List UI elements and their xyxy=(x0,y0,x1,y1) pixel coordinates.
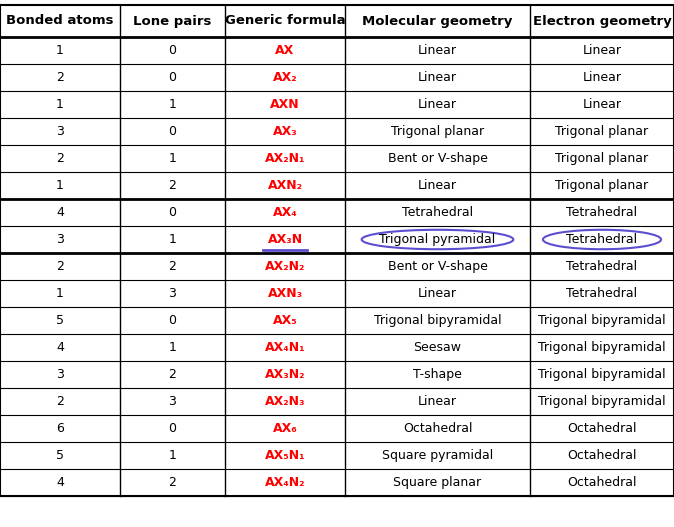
Text: Linear: Linear xyxy=(418,179,457,192)
Text: Bent or V-shape: Bent or V-shape xyxy=(388,152,487,165)
Text: AX₄N₁: AX₄N₁ xyxy=(265,341,305,354)
Text: Linear: Linear xyxy=(582,98,621,111)
Text: AX₆: AX₆ xyxy=(272,422,297,435)
Text: 4: 4 xyxy=(56,341,64,354)
Text: 0: 0 xyxy=(168,422,177,435)
Text: 1: 1 xyxy=(56,287,64,300)
Text: 1: 1 xyxy=(168,449,177,462)
Text: 3: 3 xyxy=(56,368,64,381)
Text: T-shape: T-shape xyxy=(413,368,462,381)
Text: AX₂N₃: AX₂N₃ xyxy=(265,395,305,408)
Text: Trigonal bipyramidal: Trigonal bipyramidal xyxy=(538,368,666,381)
Text: AX₅N₁: AX₅N₁ xyxy=(265,449,305,462)
Text: Tetrahedral: Tetrahedral xyxy=(566,260,638,273)
Text: Trigonal planar: Trigonal planar xyxy=(391,125,484,138)
Text: Tetrahedral: Tetrahedral xyxy=(566,206,638,219)
Text: 1: 1 xyxy=(56,179,64,192)
Text: 2: 2 xyxy=(168,368,177,381)
Text: Lone pairs: Lone pairs xyxy=(133,15,212,27)
Text: AX: AX xyxy=(276,44,295,57)
Text: Octahedral: Octahedral xyxy=(403,422,472,435)
Text: Trigonal bipyramidal: Trigonal bipyramidal xyxy=(538,395,666,408)
Text: 2: 2 xyxy=(168,179,177,192)
Text: 0: 0 xyxy=(168,314,177,327)
Text: Linear: Linear xyxy=(582,71,621,84)
Text: 2: 2 xyxy=(56,71,64,84)
Text: AX₃N: AX₃N xyxy=(268,233,303,246)
Text: Linear: Linear xyxy=(418,395,457,408)
Text: 1: 1 xyxy=(56,44,64,57)
Text: AX₂N₁: AX₂N₁ xyxy=(265,152,305,165)
Text: Linear: Linear xyxy=(418,287,457,300)
Text: Bent or V-shape: Bent or V-shape xyxy=(388,260,487,273)
Text: 0: 0 xyxy=(168,125,177,138)
Text: AX₅: AX₅ xyxy=(272,314,297,327)
Text: 3: 3 xyxy=(56,233,64,246)
Text: 4: 4 xyxy=(56,476,64,489)
Text: 4: 4 xyxy=(56,206,64,219)
Text: 1: 1 xyxy=(56,98,64,111)
Text: Linear: Linear xyxy=(418,71,457,84)
Text: Trigonal pyramidal: Trigonal pyramidal xyxy=(379,233,495,246)
Text: Linear: Linear xyxy=(418,98,457,111)
Text: 2: 2 xyxy=(56,395,64,408)
Text: 6: 6 xyxy=(56,422,64,435)
Text: 1: 1 xyxy=(168,341,177,354)
Text: Tetrahedral: Tetrahedral xyxy=(566,233,638,246)
Text: 0: 0 xyxy=(168,71,177,84)
Text: Linear: Linear xyxy=(418,44,457,57)
Text: Seesaw: Seesaw xyxy=(414,341,462,354)
Text: 2: 2 xyxy=(56,152,64,165)
Text: Linear: Linear xyxy=(582,44,621,57)
Text: Square pyramidal: Square pyramidal xyxy=(382,449,493,462)
Text: AX₂: AX₂ xyxy=(273,71,297,84)
Text: Octahedral: Octahedral xyxy=(568,449,637,462)
Text: Bonded atoms: Bonded atoms xyxy=(6,15,114,27)
Text: Octahedral: Octahedral xyxy=(568,476,637,489)
Text: AX₃: AX₃ xyxy=(272,125,297,138)
Text: 2: 2 xyxy=(168,476,177,489)
Text: Trigonal planar: Trigonal planar xyxy=(555,179,648,192)
Text: Trigonal bipyramidal: Trigonal bipyramidal xyxy=(373,314,501,327)
Text: Generic formula: Generic formula xyxy=(224,15,345,27)
Text: 1: 1 xyxy=(168,152,177,165)
Text: Tetrahedral: Tetrahedral xyxy=(566,287,638,300)
Text: AXN: AXN xyxy=(270,98,300,111)
Text: AXN₂: AXN₂ xyxy=(268,179,303,192)
Text: Trigonal planar: Trigonal planar xyxy=(555,125,648,138)
Text: Trigonal bipyramidal: Trigonal bipyramidal xyxy=(538,314,666,327)
Text: 5: 5 xyxy=(56,314,64,327)
Text: 0: 0 xyxy=(168,44,177,57)
Text: Tetrahedral: Tetrahedral xyxy=(402,206,473,219)
Text: Electron geometry: Electron geometry xyxy=(532,15,671,27)
Text: Square planar: Square planar xyxy=(394,476,481,489)
Text: AX₃N₂: AX₃N₂ xyxy=(265,368,305,381)
Text: Trigonal planar: Trigonal planar xyxy=(555,152,648,165)
Text: 2: 2 xyxy=(56,260,64,273)
Text: AX₄: AX₄ xyxy=(272,206,297,219)
Text: 1: 1 xyxy=(168,233,177,246)
Text: 3: 3 xyxy=(56,125,64,138)
Text: 5: 5 xyxy=(56,449,64,462)
Text: AXN₃: AXN₃ xyxy=(268,287,303,300)
Text: 1: 1 xyxy=(168,98,177,111)
Text: AX₄N₂: AX₄N₂ xyxy=(265,476,305,489)
Text: Octahedral: Octahedral xyxy=(568,422,637,435)
Text: AX₂N₂: AX₂N₂ xyxy=(265,260,305,273)
Text: Trigonal bipyramidal: Trigonal bipyramidal xyxy=(538,341,666,354)
Text: 3: 3 xyxy=(168,287,177,300)
Text: 0: 0 xyxy=(168,206,177,219)
Text: 3: 3 xyxy=(168,395,177,408)
Text: 2: 2 xyxy=(168,260,177,273)
Text: Molecular geometry: Molecular geometry xyxy=(363,15,513,27)
